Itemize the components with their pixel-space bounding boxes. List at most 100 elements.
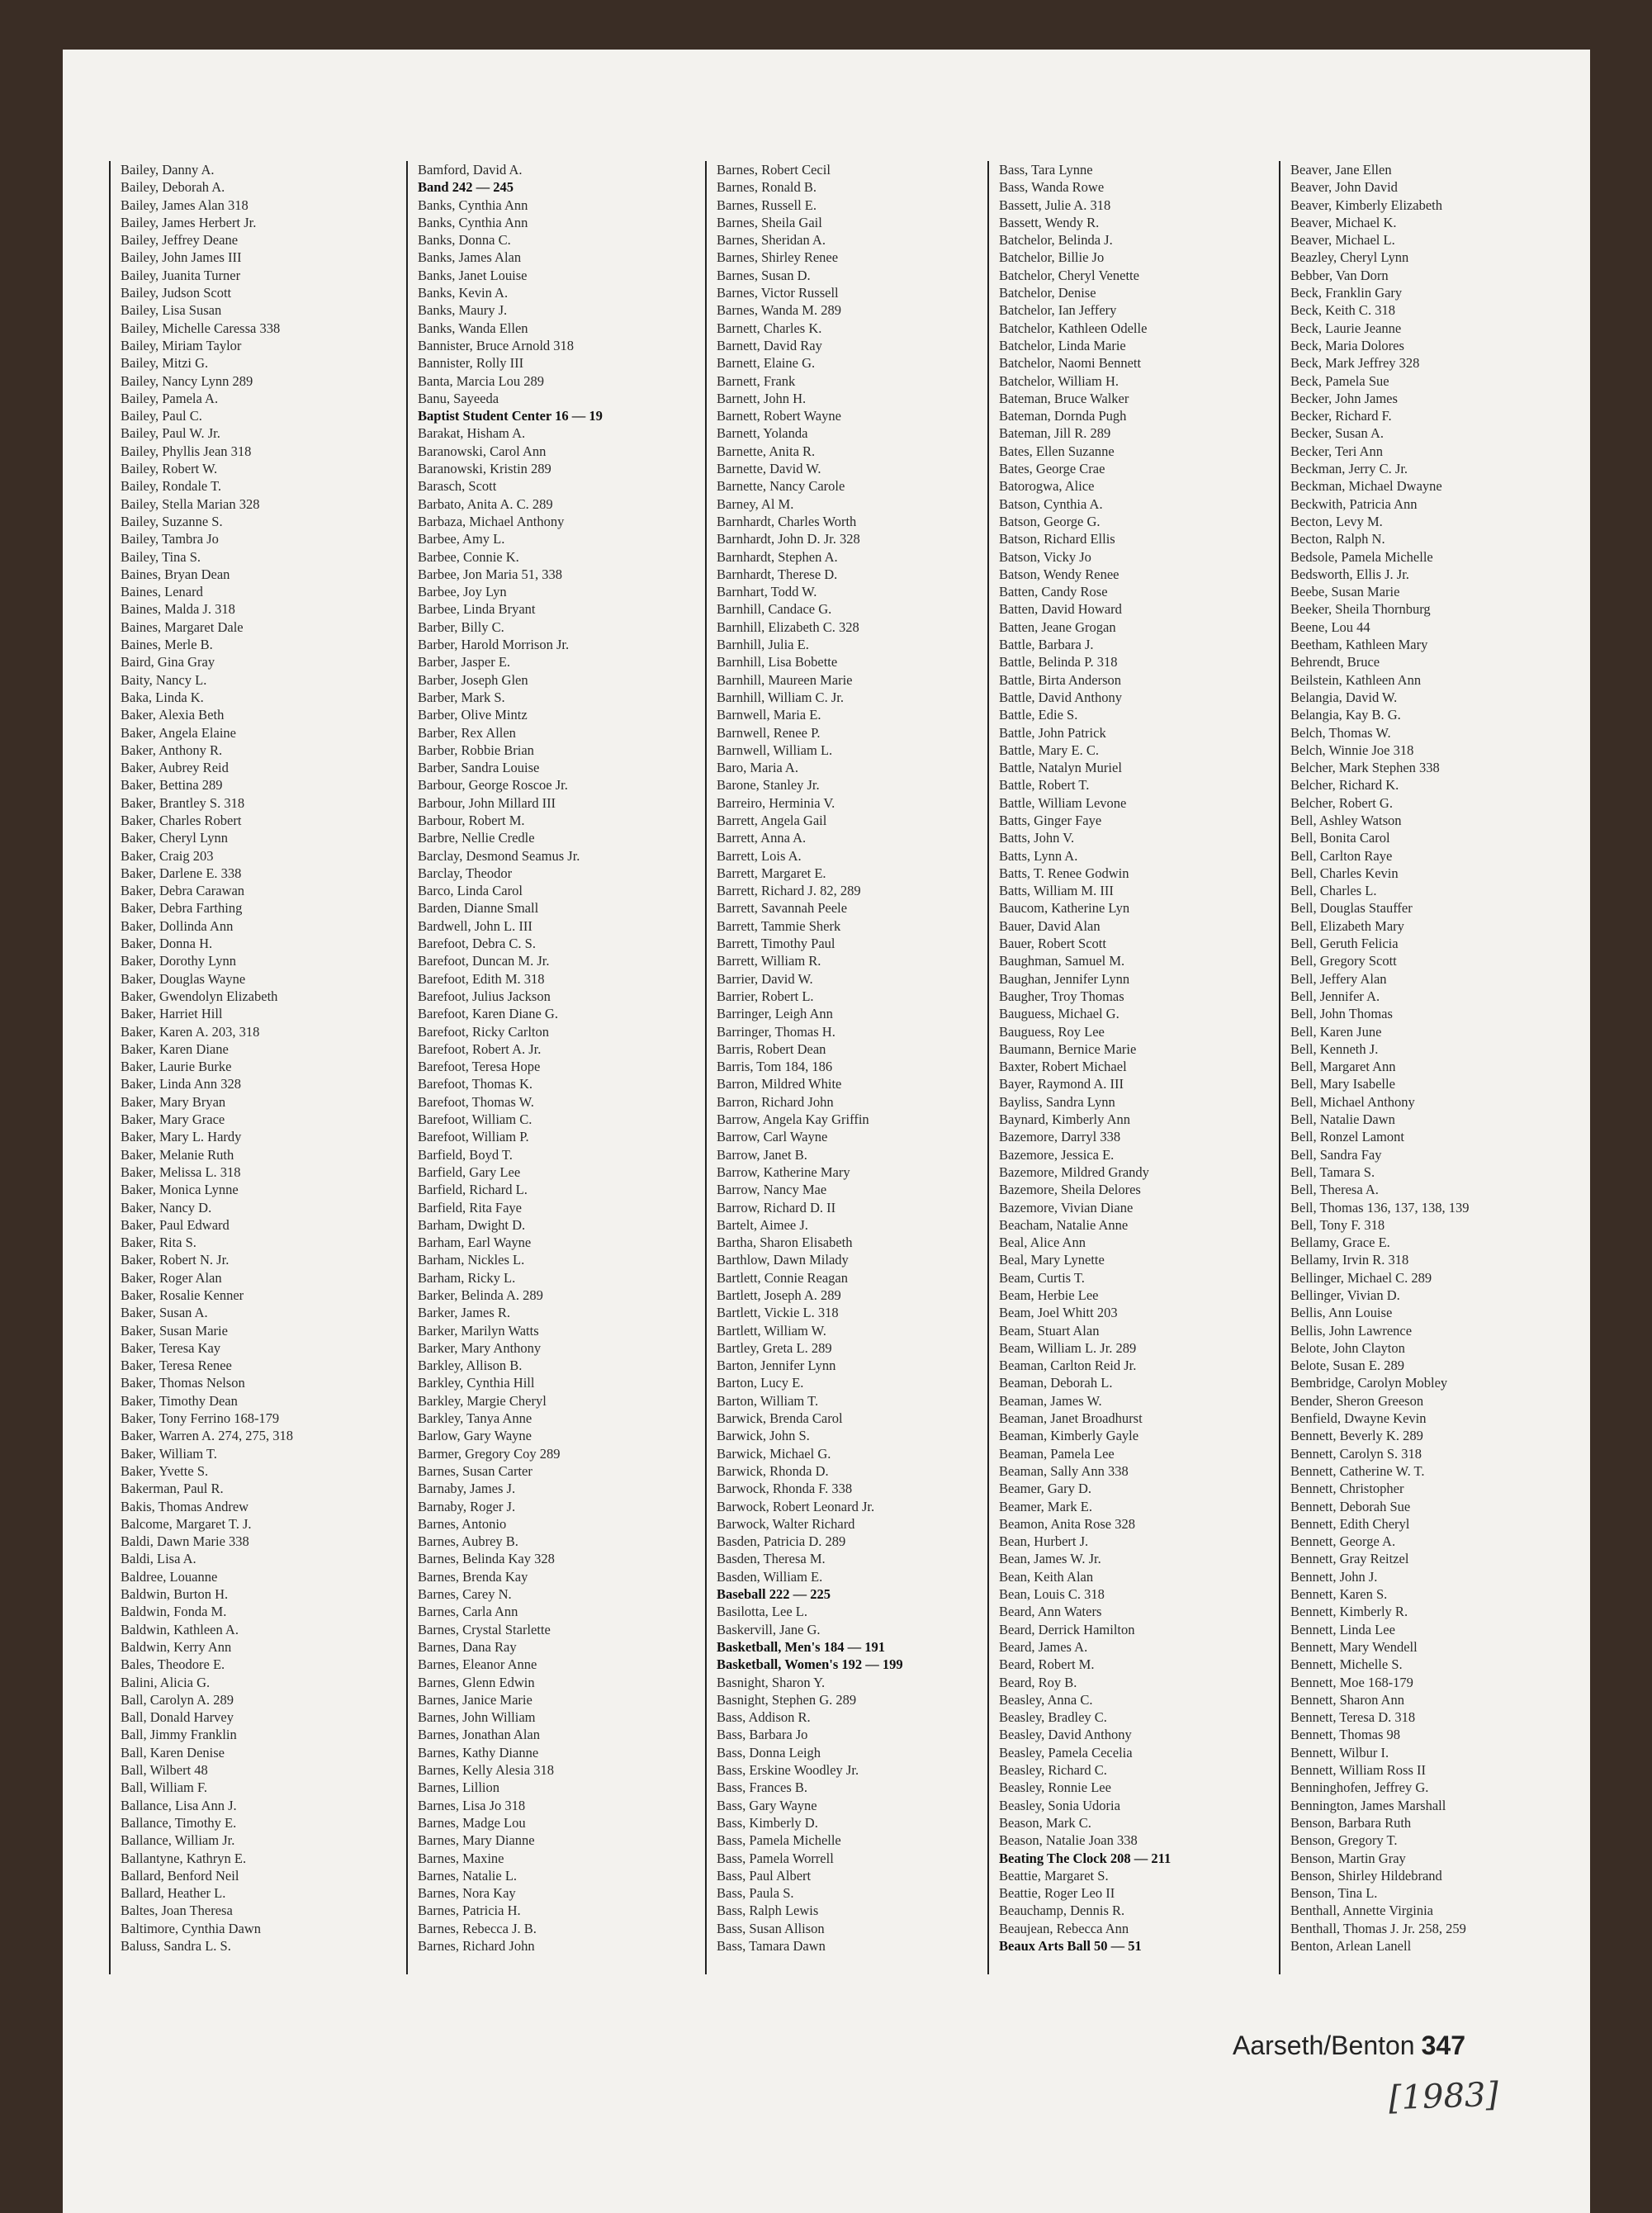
index-entry: Barefoot, William P. [418, 1129, 529, 1145]
index-entry: Bellinger, Michael C. 289 [1290, 1269, 1432, 1286]
index-entry: Baker, Melissa L. 318 [121, 1163, 241, 1180]
index-entry: Bell, Jennifer A. [1290, 988, 1380, 1004]
index-entry: Benson, Gregory T. [1290, 1832, 1398, 1849]
index-entry: Baker, Darlene E. 338 [121, 865, 242, 881]
index-entry: Barber, Harold Morrison Jr. [418, 637, 570, 653]
index-entry: Bennett, Moe 168-179 [1290, 1674, 1413, 1690]
index-entry: Baker, Yvette S. [121, 1462, 209, 1479]
index-entry: Baldwin, Fonda M. [121, 1604, 227, 1620]
index-entry: Belch, Winnie Joe 318 [1290, 742, 1414, 758]
index-entry: Bellis, John Lawrence [1290, 1322, 1413, 1339]
index-entry: Baker, Timothy Dean [121, 1392, 238, 1409]
index-entry: Bartlett, Connie Reagan [717, 1269, 848, 1286]
index-entry: Baker, Charles Robert [121, 812, 242, 828]
index-entry: Bailey, Deborah A. [121, 179, 225, 196]
index-entry: Baker, Rosalie Kenner [121, 1287, 244, 1303]
index-entry: Barham, Nickles L. [418, 1252, 525, 1268]
index-column-1: Bailey, Danny A. Bailey, Deborah A. Bailey… [109, 161, 401, 1974]
index-entry: Beetham, Kathleen Mary [1290, 637, 1428, 653]
index-entry: Baldwin, Kathleen A. [121, 1621, 239, 1637]
index-entry: Baines, Malda J. 318 [121, 601, 235, 618]
index-entry: Benson, Tina L. [1290, 1885, 1378, 1902]
index-entry: Barnes, Richard John [418, 1937, 535, 1954]
index-entry: Beene, Lou 44 [1290, 618, 1370, 635]
index-entry: Baskervill, Jane G. [717, 1621, 821, 1637]
index-entry: Bailey, Juanita Turner [121, 267, 241, 283]
index-entry: Barham, Earl Wayne [418, 1234, 532, 1251]
index-entry: Baker, Gwendolyn Elizabeth [121, 988, 278, 1004]
index-entry: Barham, Dwight D. [418, 1216, 526, 1233]
index-entry: Barnes, Janice Marie [418, 1691, 533, 1708]
index-entry: Bauer, David Alan [999, 917, 1101, 934]
index-entry: Baker, Harriet Hill [121, 1006, 223, 1022]
index-entry: Barnhardt, Charles Worth [717, 513, 857, 529]
index-entry: Baker, Mary L. Hardy [121, 1129, 242, 1145]
index-entry: Baker, Debra Farthing [121, 900, 243, 917]
index-entry: Beamer, Mark E. [999, 1498, 1092, 1514]
index-entry: Barclay, Desmond Seamus Jr. [418, 847, 580, 864]
index-entry: Batorogwa, Alice [999, 478, 1095, 495]
index-entry: Bardwell, John L. III [418, 917, 533, 934]
index-entry: Bartlett, Joseph A. 289 [717, 1287, 841, 1303]
index-entry: Ball, William F. [121, 1779, 207, 1796]
index-entry: Batchelor, Denise [999, 285, 1096, 301]
index-entry: Beam, William L. Jr. 289 [999, 1339, 1137, 1356]
index-entry: Bartha, Sharon Elisabeth [717, 1234, 853, 1251]
index-entry: Balini, Alicia G. [121, 1674, 211, 1690]
index-entry: Batts, John V. [999, 830, 1075, 846]
index-entry: Bailey, Miriam Taylor [121, 337, 242, 353]
index-entry: Beam, Curtis T. [999, 1269, 1085, 1286]
index-entry: Banks, Cynthia Ann [418, 214, 528, 230]
index-entry: Batson, George G. [999, 513, 1101, 529]
index-entry: Baines, Bryan Dean [121, 566, 230, 582]
index-entry: Bell, Bonita Carol [1290, 830, 1390, 846]
index-entry: Bass, Tamara Dawn [717, 1937, 826, 1954]
index-entry: Baker, Susan Marie [121, 1322, 228, 1339]
index-entry: Bennett, Sharon Ann [1290, 1691, 1404, 1708]
index-entry: Bazemore, Vivian Diane [999, 1199, 1134, 1215]
index-entry: Bean, Louis C. 318 [999, 1586, 1105, 1603]
index-entry: Barrett, Timothy Paul [717, 936, 835, 952]
index-entry: Bayer, Raymond A. III [999, 1076, 1124, 1092]
index-entry: Belch, Thomas W. [1290, 724, 1391, 741]
index-entry: Barnwell, William L. [717, 742, 833, 758]
index-entry: Barakat, Hisham A. [418, 425, 526, 442]
index-entry: Bateman, Bruce Walker [999, 390, 1129, 406]
index-entry: Baines, Margaret Dale [121, 618, 244, 635]
index-entry: Barber, Robbie Brian [418, 742, 534, 758]
index-entry: Baker, Tony Ferrino 168-179 [121, 1410, 280, 1427]
index-entry: Benthall, Annette Virginia [1290, 1903, 1434, 1919]
index-entry: Barris, Robert Dean [717, 1040, 826, 1057]
index-entry: Baker, Mary Grace [121, 1111, 225, 1128]
index-entry: Bazemore, Mildred Grandy [999, 1163, 1149, 1180]
index-entry: Barnes, Victor Russell [717, 285, 839, 301]
index-entry: Bennett, Linda Lee [1290, 1621, 1395, 1637]
index-entry: Bass, Gary Wayne [717, 1797, 817, 1813]
index-entry: Benthall, Thomas J. Jr. 258, 259 [1290, 1920, 1466, 1936]
index-entry: Bailey, James Herbert Jr. [121, 214, 257, 230]
index-entry: Barwick, Brenda Carol [717, 1410, 843, 1427]
index-entry: Beamon, Anita Rose 328 [999, 1515, 1135, 1532]
index-entry: Barnes, Rebecca J. B. [418, 1920, 537, 1936]
index-section-entry: Basketball, Women's 192 — 199 [717, 1656, 903, 1673]
index-entry: Bamford, David A. [418, 162, 523, 178]
index-entry: Barkley, Allison B. [418, 1358, 523, 1374]
index-entry: Bell, Ashley Watson [1290, 812, 1402, 828]
index-entry: Beasley, Ronnie Lee [999, 1779, 1111, 1796]
index-entry: Barclay, Theodor [418, 865, 513, 881]
index-entry: Barnette, David W. [717, 461, 821, 477]
index-entry: Bellinger, Vivian D. [1290, 1287, 1400, 1303]
index-entry: Bannister, Bruce Arnold 318 [418, 337, 575, 353]
index-entry: Barton, William T. [717, 1392, 819, 1409]
index-entry: Battle, Barbara J. [999, 637, 1094, 653]
index-entry: Baker, Paul Edward [121, 1216, 230, 1233]
index-entry: Beard, Derrick Hamilton [999, 1621, 1135, 1637]
index-entry: Beck, Mark Jeffrey 328 [1290, 355, 1420, 372]
index-entry: Bates, George Crae [999, 461, 1105, 477]
index-section-entry: Band 242 — 245 [418, 179, 514, 196]
index-entry: Becker, John James [1290, 390, 1398, 406]
index-entry: Barron, Mildred White [717, 1076, 842, 1092]
index-entry: Bennett, Karen S. [1290, 1586, 1388, 1603]
index-entry: Batten, David Howard [999, 601, 1122, 618]
index-section-entry: Baseball 222 — 225 [717, 1586, 831, 1603]
